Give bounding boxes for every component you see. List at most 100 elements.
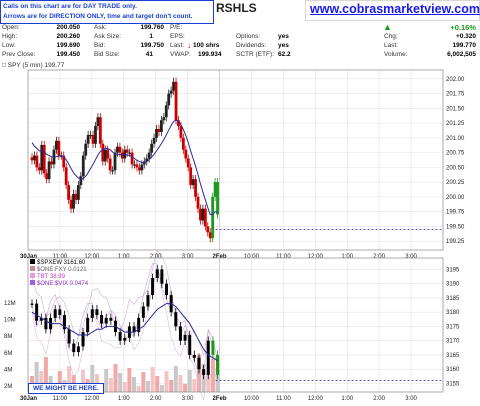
spxew-bar-body xyxy=(54,309,57,318)
volume-tick-label: 12M xyxy=(4,301,16,307)
lower-x-tick-label: 12:00 xyxy=(84,396,100,402)
lower-legend-spxew: $SPXEW 3161.60 xyxy=(30,259,85,266)
lower-y-tick-label: 3160 xyxy=(446,367,460,373)
spxew-bar-body xyxy=(86,318,89,332)
volume-bar xyxy=(146,381,150,392)
price-bar-body xyxy=(72,194,75,209)
upper-x-tick-label: 1:00 xyxy=(118,254,130,260)
volume-bar xyxy=(178,375,182,392)
spxew-bar-body xyxy=(211,341,214,355)
spxew-bar-body xyxy=(35,304,38,321)
price-bar-body xyxy=(77,185,80,200)
volume-bar xyxy=(165,371,169,392)
legend-swatch-vix xyxy=(30,280,35,285)
volume-bar xyxy=(169,380,173,392)
upper-y-tick-label: 201.75 xyxy=(446,92,465,98)
price-bar-body xyxy=(189,167,192,185)
upper-x-tick-label: 11:00 xyxy=(276,254,291,260)
spxew-bar-body xyxy=(197,358,200,369)
upper-y-tick-label: 200.25 xyxy=(446,180,465,186)
volume-bar xyxy=(155,376,159,392)
volume-tick-label: 2M xyxy=(4,384,12,390)
price-bar-body xyxy=(87,135,90,144)
lower-y-tick-label: 3185 xyxy=(446,296,460,302)
price-bar-body xyxy=(175,82,178,120)
price-bar-body xyxy=(184,150,187,159)
price-bar-body xyxy=(204,209,207,227)
price-bar-body xyxy=(148,153,151,159)
price-bar-body xyxy=(109,159,112,171)
lower-x-tick-label: 2:00 xyxy=(150,396,162,402)
upper-x-tick-label: 2Feb xyxy=(213,254,227,260)
price-bar-body xyxy=(118,147,121,153)
upper-panel-frame xyxy=(28,70,443,250)
spxew-bar-body xyxy=(91,309,94,318)
volume-bar xyxy=(141,372,145,392)
upper-x-tick-label: 3:00 xyxy=(405,254,417,260)
volume-bar xyxy=(123,382,127,392)
volume-bar xyxy=(192,379,196,392)
price-bar-body xyxy=(206,226,209,232)
volume-bar xyxy=(137,386,141,392)
legend-text-vix: $ONE:$VIX 0.0474 xyxy=(37,281,88,287)
price-bar-body xyxy=(216,182,219,214)
spxew-bar-body xyxy=(188,335,191,355)
lower-x-tick-label: 2Feb xyxy=(213,396,227,402)
lower-panel-frame xyxy=(28,258,443,392)
upper-y-tick-label: 200.00 xyxy=(446,195,465,201)
volume-bar xyxy=(160,385,164,392)
price-bar-body xyxy=(136,164,139,167)
price-bar-body xyxy=(45,173,48,179)
lower-y-tick-label: 3190 xyxy=(446,282,460,288)
spxew-bar-body xyxy=(100,315,103,324)
spxew-bar-body xyxy=(165,284,168,295)
price-bar-body xyxy=(158,129,161,132)
upper-x-tick-label: 10:00 xyxy=(244,254,260,260)
volume-bar xyxy=(113,364,117,392)
volume-tick-label: 8M xyxy=(4,334,12,340)
price-bar-body xyxy=(55,141,58,150)
price-bar-body xyxy=(138,167,141,170)
price-bar-body xyxy=(209,232,212,238)
legend-swatch-tbt xyxy=(30,273,35,278)
volume-bar xyxy=(104,369,108,392)
price-bar-body xyxy=(97,117,100,126)
price-bar-body xyxy=(104,150,107,162)
price-bar-body xyxy=(48,161,51,179)
spxew-bar-body xyxy=(72,344,75,353)
price-bar-body xyxy=(43,145,46,173)
lower-x-tick-label: 12:00 xyxy=(308,396,324,402)
spxew-bar-body xyxy=(123,338,126,341)
spxew-bar-body xyxy=(31,304,34,305)
price-bar-body xyxy=(128,153,131,154)
price-bar-body xyxy=(79,176,82,185)
lower-y-tick-label: 3170 xyxy=(446,339,460,345)
volume-bar xyxy=(109,378,113,392)
price-bar-body xyxy=(50,161,53,164)
price-bar-body xyxy=(106,150,109,159)
volume-tick-label: 6M xyxy=(4,351,12,357)
price-bar-body xyxy=(165,105,168,117)
price-bar-body xyxy=(92,135,95,144)
price-bar-body xyxy=(201,209,204,221)
upper-y-tick-label: 202.00 xyxy=(446,77,465,83)
lower-legend-fxy: $ONE:FXY 0.0121 xyxy=(30,266,87,273)
price-bar-body xyxy=(197,197,200,209)
price-bar-body xyxy=(114,153,117,171)
spxew-bar-body xyxy=(109,318,112,321)
spxew-bar-body xyxy=(95,309,98,315)
price-bar-body xyxy=(187,159,190,168)
price-bar-body xyxy=(31,157,34,160)
upper-y-tick-label: 201.00 xyxy=(446,136,465,142)
price-bar-body xyxy=(35,156,38,168)
price-bar-body xyxy=(167,94,170,106)
spxew-bar-body xyxy=(184,335,187,341)
price-bar-body xyxy=(170,91,173,94)
spxew-bar-body xyxy=(156,269,159,278)
upper-y-tick-label: 201.50 xyxy=(446,106,465,112)
upper-price-bars xyxy=(31,78,219,243)
upper-y-axis: 202.00 201.75 201.50 201.25 201.00 200.75 200.… xyxy=(446,77,465,245)
price-bar-body xyxy=(214,182,217,197)
price-bar-body xyxy=(192,179,195,185)
lower-y-tick-label: 3175 xyxy=(446,324,460,330)
